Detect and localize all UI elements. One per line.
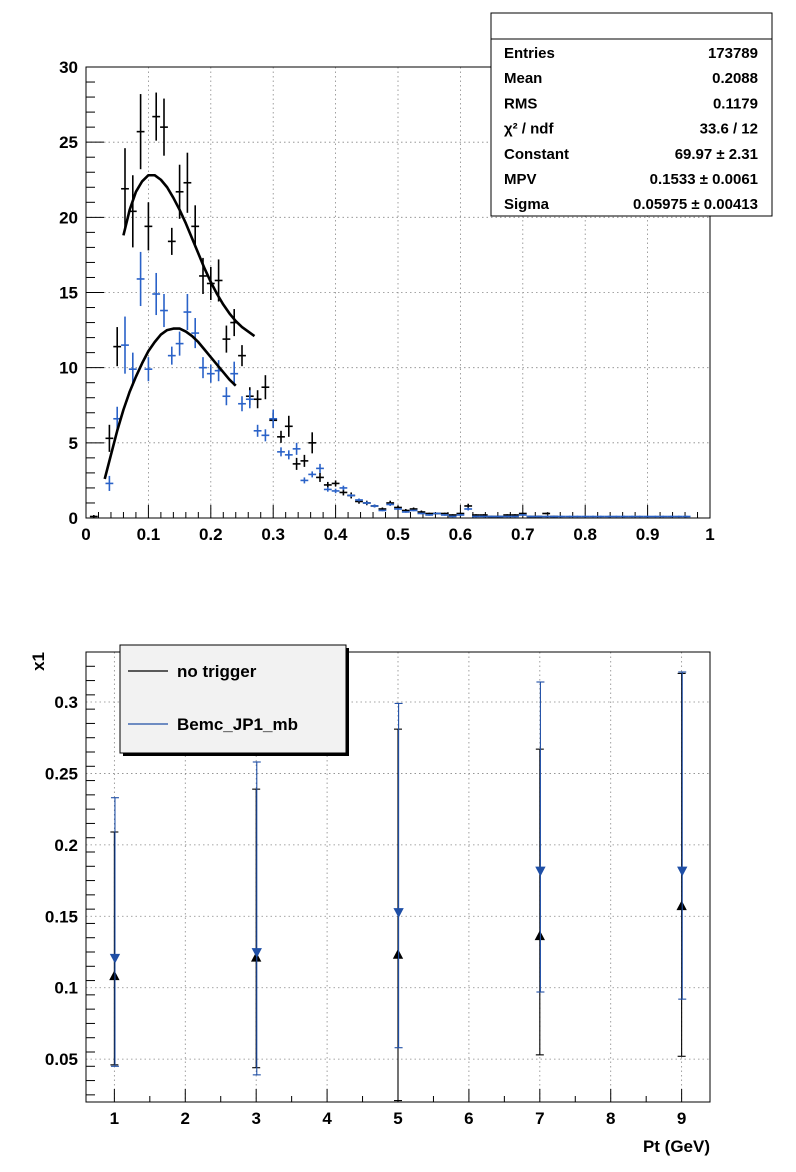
stats-value: 0.1533 ± 0.0061 (650, 171, 758, 188)
data-marker (251, 951, 262, 962)
y-tick-label: 5 (69, 434, 78, 453)
y-tick-label: 30 (59, 58, 78, 77)
stats-label: χ² / ndf (504, 121, 554, 138)
bottom-graph: 1 2 3 4 5 6 7 8 9 0.05 0.1 0.15 0.2 0.25 0.3 Pt (GeV) x1 (29, 651, 711, 1156)
data-marker (251, 948, 262, 958)
y-axis-label: x1 (29, 652, 48, 671)
data-marker (676, 900, 687, 911)
legend-label: no trigger (177, 662, 257, 681)
data-marker (535, 866, 546, 877)
data-marker (677, 866, 688, 877)
x-axis-label: Pt (GeV) (643, 1137, 710, 1156)
y-tick-label: 0.05 (45, 1050, 78, 1069)
x-tick-label: 4 (322, 1109, 332, 1128)
data-marker (109, 953, 121, 964)
x-tick-label: 0.8 (573, 525, 597, 544)
x-tick-label: 1 (705, 525, 714, 544)
x-tick-label: 7 (535, 1109, 544, 1128)
y-tick-label: 0 (69, 509, 78, 528)
data-marker (393, 908, 404, 918)
stats-box: Entries 173789 Mean 0.2088 RMS 0.1179 χ² / ndf… (490, 12, 773, 217)
x-tick-label: 5 (393, 1109, 402, 1128)
fit-curve (122, 173, 256, 338)
x-tick-label: 0.4 (324, 525, 348, 544)
y-tick-label: 0.2 (54, 836, 78, 855)
x-tick-label: 1 (110, 1109, 119, 1128)
x-tick-label: 6 (464, 1109, 473, 1128)
series-1 (105, 251, 691, 518)
data-marker (392, 949, 404, 959)
y-tick-label: 25 (59, 133, 78, 152)
legend: no trigger Bemc_JP1_mb (119, 644, 349, 756)
data-marker (534, 930, 545, 941)
stats-label: Sigma (504, 196, 550, 213)
x-tick-label: 0.7 (511, 525, 535, 544)
y-tick-label: 0.3 (54, 693, 78, 712)
fit-curve (103, 327, 237, 480)
series-1 (109, 671, 688, 1076)
series-0 (109, 672, 687, 1102)
x-tick-label: 3 (251, 1109, 260, 1128)
stats-box-frame (490, 12, 773, 217)
y-tick-label: 15 (59, 284, 78, 303)
y-tick-label: 0.25 (45, 764, 78, 783)
stats-label: Mean (504, 70, 542, 87)
x-tick-label: 9 (677, 1109, 686, 1128)
x-tick-label: 0.6 (449, 525, 473, 544)
stats-label: Constant (504, 146, 569, 163)
y-tick-label: 0.15 (45, 907, 78, 926)
stats-label: RMS (504, 95, 537, 112)
x-tick-label: 0.9 (636, 525, 660, 544)
x-tick-label: 0 (81, 525, 90, 544)
stats-value: 69.97 ± 2.31 (675, 146, 758, 163)
data-marker (109, 970, 120, 981)
y-tick-label: 20 (59, 208, 78, 227)
stats-value: 0.2088 (712, 70, 758, 87)
stats-value: 173789 (708, 45, 758, 62)
legend-frame (119, 644, 347, 754)
y-tick-label: 10 (59, 359, 78, 378)
stats-value: 33.6 / 12 (700, 121, 758, 138)
top-histogram: 0 0.1 0.2 0.3 0.4 0.5 0.6 0.7 0.8 0.9 105101520253… (59, 58, 715, 544)
legend-label: Bemc_JP1_mb (177, 715, 298, 734)
x-tick-label: 0.1 (137, 525, 161, 544)
stats-value: 0.05975 ± 0.00413 (633, 196, 758, 213)
x-tick-label: 0.3 (261, 525, 285, 544)
stats-label: Entries (504, 45, 555, 62)
stats-label: MPV (504, 171, 537, 188)
x-tick-label: 0.2 (199, 525, 223, 544)
x-tick-label: 8 (606, 1109, 615, 1128)
y-tick-label: 0.1 (54, 979, 78, 998)
stats-value: 0.1179 (713, 95, 758, 112)
x-tick-label: 0.5 (386, 525, 410, 544)
x-tick-label: 2 (181, 1109, 190, 1128)
